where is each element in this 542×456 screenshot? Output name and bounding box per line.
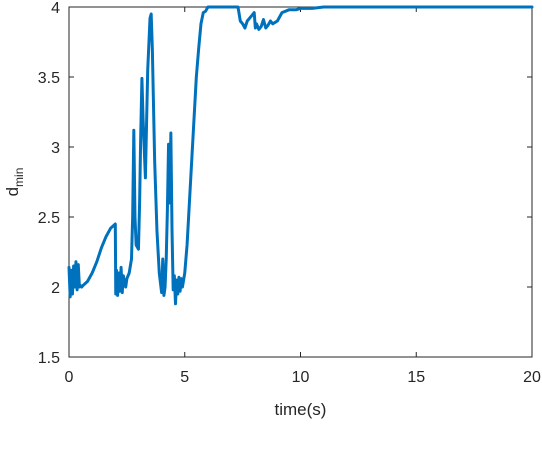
y-axis-label: dmin <box>3 168 26 197</box>
y-tick-label: 2.5 <box>38 210 60 227</box>
y-tick-label: 4 <box>51 0 60 17</box>
y-tick-label: 3.5 <box>38 70 60 87</box>
y-tick-label: 1.5 <box>38 350 60 367</box>
y-axis-label-main: d <box>3 187 22 196</box>
y-tick-label: 2 <box>51 280 60 297</box>
x-tick-label: 20 <box>523 369 541 386</box>
x-tick-label: 0 <box>65 369 74 386</box>
x-tick-label: 15 <box>407 369 425 386</box>
x-tick-label: 10 <box>292 369 310 386</box>
x-axis-ticks: 0 5 10 15 20 <box>65 7 541 386</box>
series-line-dmin <box>67 5 534 306</box>
plot-area <box>68 6 533 358</box>
y-axis-label-subscript: min <box>12 168 26 187</box>
y-tick-label: 3 <box>51 140 60 157</box>
x-axis-label: time(s) <box>275 400 327 419</box>
x-tick-label: 5 <box>180 369 189 386</box>
y-axis-ticks: 1.5 2 2.5 3 3.5 4 <box>38 0 532 367</box>
